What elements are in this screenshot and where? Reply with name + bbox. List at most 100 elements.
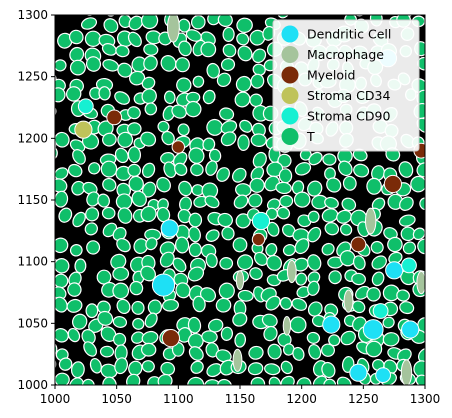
t-cell — [338, 160, 353, 177]
t-cell — [276, 206, 291, 220]
t-cell — [80, 17, 98, 30]
t-cell — [104, 15, 117, 17]
t-cell — [85, 207, 100, 222]
t-cell — [132, 317, 145, 330]
t-cell — [101, 206, 116, 220]
t-cell — [65, 86, 82, 102]
t-cell — [37, 161, 53, 178]
t-cell — [175, 57, 190, 73]
legend-label: Macrophage — [307, 47, 384, 62]
t-cell — [206, 118, 224, 136]
t-cell — [208, 148, 222, 163]
cell-myeloid — [161, 329, 180, 348]
t-cell — [202, 89, 216, 105]
t-cell — [336, 209, 352, 224]
t-cell — [279, 194, 294, 208]
legend-marker — [281, 66, 299, 84]
legend-marker — [281, 46, 299, 63]
t-cell — [147, 15, 164, 16]
t-cell — [307, 180, 323, 197]
x-tick-label: 1250 — [348, 392, 379, 406]
t-cell — [396, 289, 410, 302]
t-cell — [308, 151, 323, 166]
t-cell — [88, 162, 101, 175]
t-cell — [219, 359, 236, 376]
t-cell — [40, 220, 56, 238]
t-cell — [141, 360, 155, 373]
x-tick-label: 1300 — [410, 392, 441, 406]
t-cell — [236, 32, 250, 46]
t-cell — [236, 17, 253, 34]
t-cell — [143, 43, 159, 56]
t-cell — [201, 330, 218, 344]
t-cell — [321, 361, 336, 379]
t-cell — [144, 312, 158, 328]
x-tick-label: 1000 — [40, 392, 71, 406]
t-cell — [127, 122, 142, 136]
t-cell — [291, 297, 308, 311]
cell-macrophage — [286, 259, 297, 284]
t-cell — [177, 123, 190, 137]
t-cell — [263, 325, 278, 342]
t-cell — [216, 167, 230, 182]
t-cell — [141, 15, 159, 30]
t-cell — [174, 236, 190, 254]
t-cell — [72, 313, 88, 330]
t-cell — [144, 102, 158, 116]
t-cell — [69, 46, 85, 63]
t-cell — [176, 77, 192, 93]
t-cell — [185, 100, 202, 118]
t-cell — [236, 254, 254, 271]
t-cell — [339, 223, 353, 236]
cell-myeloid — [350, 236, 367, 253]
t-cell — [172, 257, 187, 273]
t-cell — [294, 162, 312, 176]
t-cell — [114, 357, 128, 375]
cell-dendritic-cell — [151, 273, 176, 297]
t-cell — [366, 177, 382, 195]
cell-dendritic-cell — [385, 261, 404, 280]
t-cell — [55, 341, 58, 358]
t-cell — [188, 242, 202, 258]
t-cell — [131, 190, 147, 208]
t-cell — [293, 0, 313, 14]
t-cell — [188, 147, 205, 164]
t-cell — [38, 238, 50, 249]
legend-label: Myeloid — [307, 68, 355, 83]
t-cell — [127, 106, 141, 120]
t-cell — [414, 0, 430, 16]
t-cell — [55, 145, 58, 162]
t-cell — [321, 208, 339, 223]
t-cell — [326, 177, 342, 193]
t-cell — [275, 181, 292, 195]
t-cell — [365, 340, 383, 358]
t-cell — [382, 332, 400, 347]
t-cell — [141, 88, 157, 105]
t-cell — [252, 151, 267, 169]
t-cell — [205, 160, 218, 176]
t-cell — [74, 258, 87, 274]
t-cell — [192, 75, 205, 88]
cell-macrophage — [232, 348, 243, 372]
t-cell — [205, 252, 218, 269]
t-cell — [141, 342, 157, 357]
legend-marker — [281, 87, 299, 104]
t-cell — [140, 265, 156, 282]
t-cell — [220, 131, 237, 147]
t-cell — [129, 70, 146, 86]
t-cell — [232, 312, 248, 327]
cell-macrophage — [235, 270, 245, 291]
t-cell — [97, 193, 110, 208]
t-cell — [266, 221, 280, 237]
t-cell — [307, 226, 322, 243]
x-tick-label: 1100 — [163, 392, 194, 406]
t-cell — [237, 45, 253, 62]
cell-macrophage — [167, 15, 180, 43]
t-cell — [292, 346, 305, 361]
t-cell — [141, 76, 156, 90]
t-cell — [67, 282, 82, 297]
t-cell — [261, 313, 278, 328]
t-cell — [127, 163, 141, 178]
t-cell — [267, 343, 282, 360]
